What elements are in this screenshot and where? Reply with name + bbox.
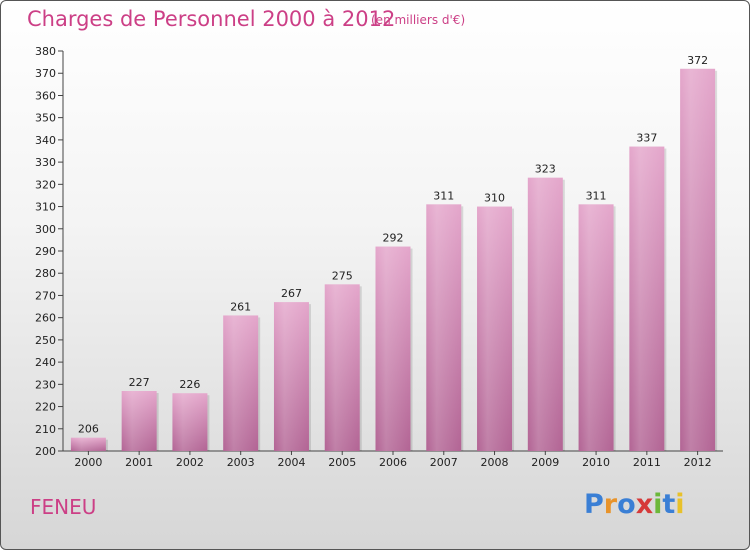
bar-highlight <box>426 204 462 451</box>
data-label: 206 <box>78 423 99 436</box>
bar-highlight <box>172 393 208 451</box>
x-tick-label: 2012 <box>684 456 712 469</box>
y-tick-label: 320 <box>35 178 56 191</box>
y-tick-label: 220 <box>35 401 56 414</box>
y-tick-label: 380 <box>35 45 56 58</box>
y-tick-label: 300 <box>35 223 56 236</box>
proxiti-logo: Proxiti <box>584 489 685 520</box>
y-tick-label: 250 <box>35 334 56 347</box>
bar-highlight <box>680 68 716 452</box>
x-tick-label: 2000 <box>74 456 102 469</box>
bar-highlight <box>527 177 563 451</box>
data-label: 372 <box>687 54 708 67</box>
data-label: 323 <box>535 163 556 176</box>
x-tick-label: 2008 <box>481 456 509 469</box>
logo-letter: r <box>603 489 618 520</box>
y-tick-label: 200 <box>35 445 56 458</box>
y-tick-label: 260 <box>35 312 56 325</box>
data-label: 227 <box>129 376 150 389</box>
x-tick-label: 2006 <box>379 456 407 469</box>
logo-letter: o <box>617 489 636 520</box>
y-tick-label: 270 <box>35 289 56 302</box>
bar-highlight <box>629 146 665 452</box>
x-tick-label: 2011 <box>633 456 661 469</box>
data-label: 311 <box>433 189 454 202</box>
x-tick-label: 2010 <box>582 456 610 469</box>
y-tick-label: 240 <box>35 356 56 369</box>
bars <box>70 68 718 452</box>
bar-highlight <box>375 246 411 451</box>
data-label: 261 <box>230 300 251 313</box>
chart-subtitle: (en milliers d'€) <box>371 13 466 27</box>
bar-highlight <box>121 391 157 451</box>
logo-letter: i <box>675 489 685 520</box>
logo-letter: i <box>653 489 663 520</box>
data-label: 292 <box>383 232 404 245</box>
y-tick-label: 230 <box>35 378 56 391</box>
commune-name: FENEU <box>30 495 97 519</box>
y-tick-label: 360 <box>35 89 56 102</box>
y-tick-label: 370 <box>35 67 56 80</box>
data-label: 267 <box>281 287 302 300</box>
chart-title: Charges de Personnel 2000 à 2012 <box>27 7 396 31</box>
logo-letter: x <box>635 489 654 520</box>
y-tick-label: 210 <box>35 423 56 436</box>
x-tick-label: 2005 <box>328 456 356 469</box>
data-label: 275 <box>332 269 353 282</box>
logo-letter: P <box>584 489 604 520</box>
logo-letter: t <box>662 489 676 520</box>
bar-highlight <box>477 206 513 451</box>
x-tick-label: 2004 <box>277 456 305 469</box>
x-tick-label: 2007 <box>430 456 458 469</box>
y-tick-label: 280 <box>35 267 56 280</box>
axes: 200 210 220 230 240 250 260 270 280 290 300 310 320 3… <box>35 45 723 469</box>
y-tick-label: 350 <box>35 112 56 125</box>
x-tick-label: 2002 <box>176 456 204 469</box>
bar-highlight <box>324 284 360 451</box>
data-label: 310 <box>484 192 505 205</box>
x-tick-label: 2003 <box>227 456 255 469</box>
bar-highlight <box>273 302 309 451</box>
bar-highlight <box>223 315 259 451</box>
x-tick-label: 2009 <box>531 456 559 469</box>
y-tick-label: 330 <box>35 156 56 169</box>
y-tick-label: 340 <box>35 134 56 147</box>
data-labels: 206 227 226 261 267 275 292 311 310 323 311 337 372 <box>78 54 708 436</box>
y-tick-label: 290 <box>35 245 56 258</box>
data-label: 337 <box>636 132 657 145</box>
bar-highlight <box>70 437 106 451</box>
x-tick-label: 2001 <box>125 456 153 469</box>
y-tick-label: 310 <box>35 201 56 214</box>
data-label: 311 <box>586 189 607 202</box>
data-label: 226 <box>179 378 200 391</box>
bar-highlight <box>578 204 614 451</box>
